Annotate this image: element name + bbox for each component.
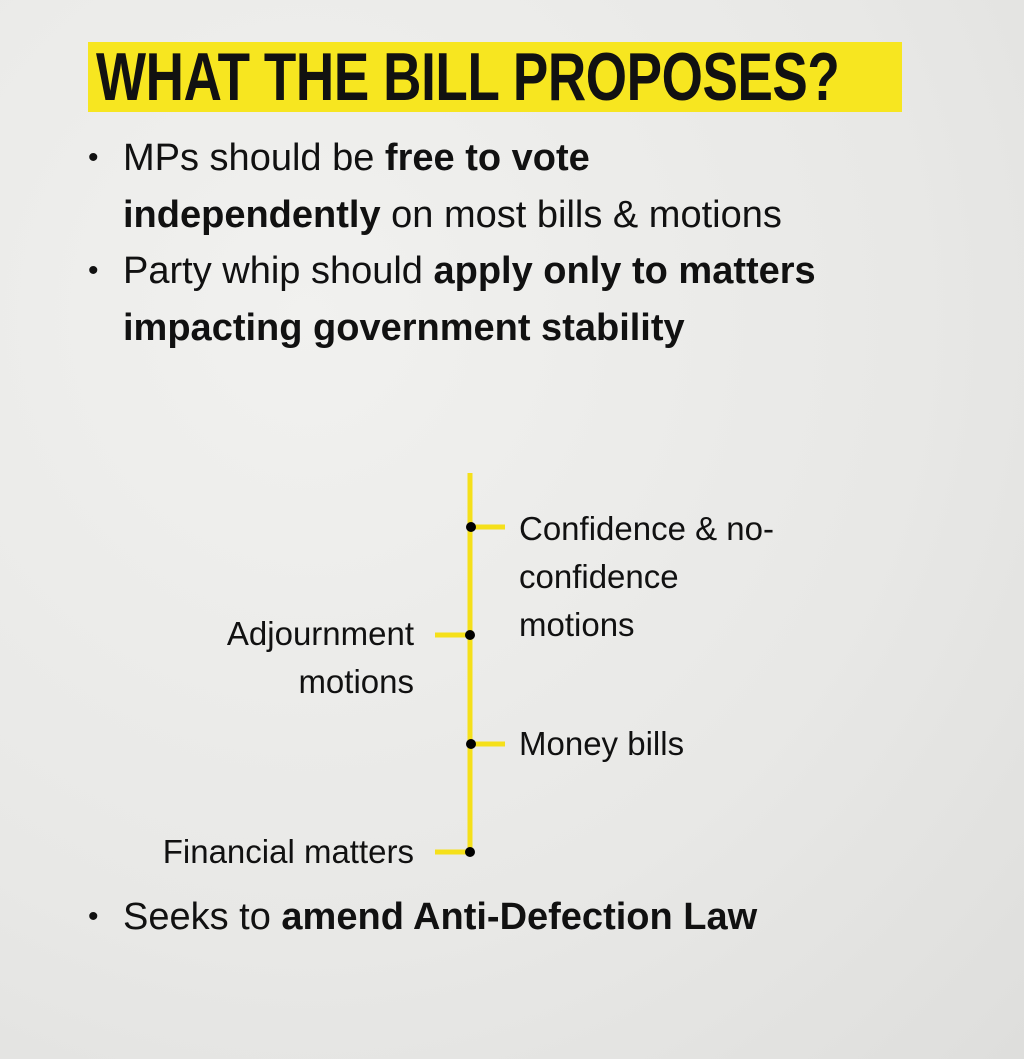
label-adjournment-motions: Adjournment motions (226, 615, 414, 700)
bullet-text: on most bills & motions (380, 193, 782, 236)
bullet-text: Seeks to (123, 896, 282, 938)
proposal-list: • MPs should be free to vote independent… (88, 130, 848, 356)
bullet-icon: • (88, 900, 99, 933)
list-item: • Party whip should apply only to matter… (88, 243, 843, 356)
node-dot (465, 630, 475, 640)
label-money-bills: Money bills (519, 725, 685, 762)
bullet-bold-text: apply only to matters impacting governme… (123, 250, 816, 349)
title-highlight (88, 42, 902, 112)
list-item: • MPs should be free to vote independent… (88, 130, 803, 243)
bullet-text: Party whip should (123, 250, 434, 292)
bullet-icon: • (88, 141, 99, 174)
label-financial-matters: Financial matters (162, 833, 414, 870)
node-dot (466, 739, 476, 749)
node-dot (466, 522, 476, 532)
node-dot (465, 847, 475, 857)
list-item: • Seeks to amend Anti-Defection Law (88, 889, 983, 946)
label-confidence-motions: Confidence & no-confidence motions (519, 510, 774, 643)
bullet-bold-text: free to vote independently (123, 137, 590, 236)
bullet-text: MPs should be (123, 137, 385, 179)
page-title: WHAT THE BILL PROPOSES? (96, 39, 840, 115)
bullet-icon: • (88, 254, 99, 287)
bullet-bold-text: amend Anti-Defection Law (281, 896, 758, 938)
